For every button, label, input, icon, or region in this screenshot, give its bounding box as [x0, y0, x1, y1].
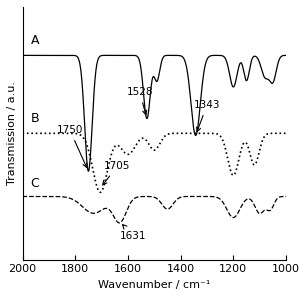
Y-axis label: Transmission / a.u.: Transmission / a.u. [7, 81, 17, 185]
Text: 1750: 1750 [57, 125, 87, 168]
Text: A: A [30, 34, 39, 47]
Text: 1631: 1631 [120, 225, 146, 241]
Text: 1528: 1528 [126, 87, 153, 115]
Text: 1343: 1343 [194, 100, 220, 132]
Text: B: B [30, 112, 39, 125]
X-axis label: Wavenumber / cm⁻¹: Wavenumber / cm⁻¹ [98, 280, 211, 290]
Text: C: C [30, 177, 39, 190]
Text: 1705: 1705 [103, 161, 130, 185]
